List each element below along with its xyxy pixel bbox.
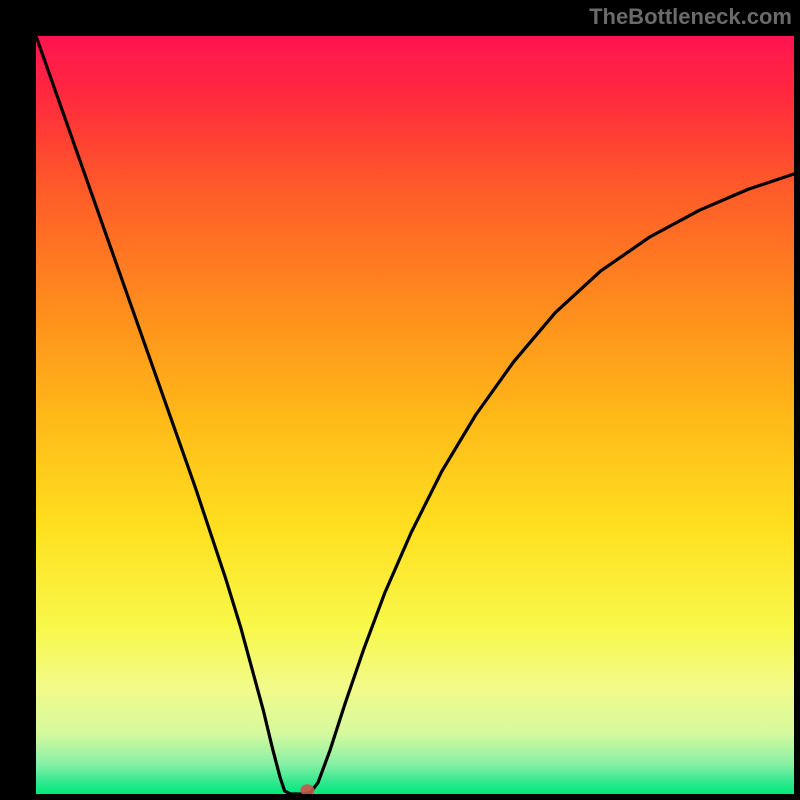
- gradient-background: [36, 36, 794, 794]
- plot-area: [36, 36, 794, 794]
- watermark-text: TheBottleneck.com: [589, 4, 792, 30]
- chart-container: TheBottleneck.com: [0, 0, 800, 800]
- chart-svg: [36, 36, 794, 794]
